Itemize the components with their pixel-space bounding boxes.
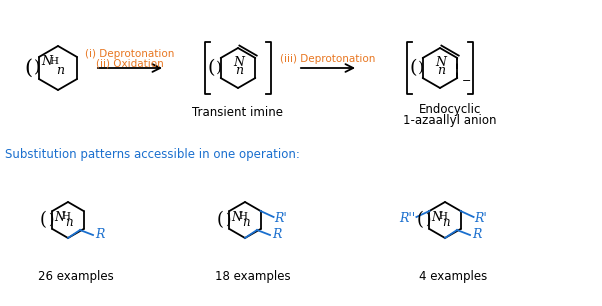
- Text: N: N: [41, 55, 52, 68]
- Text: n: n: [56, 65, 64, 77]
- Text: H: H: [439, 212, 448, 221]
- Text: N: N: [435, 56, 447, 69]
- Text: (: (: [25, 58, 33, 77]
- Text: n: n: [437, 65, 445, 77]
- Text: (ii) Oxidation: (ii) Oxidation: [96, 59, 164, 69]
- Text: R: R: [472, 229, 482, 241]
- Text: Endocyclic: Endocyclic: [419, 103, 481, 116]
- Text: H: H: [239, 212, 247, 221]
- Text: 18 examples: 18 examples: [215, 270, 291, 283]
- Text: (: (: [40, 211, 47, 229]
- Text: R': R': [275, 211, 287, 225]
- Text: ): ): [425, 213, 430, 227]
- Text: R': R': [474, 211, 488, 225]
- Text: N: N: [54, 211, 64, 224]
- Text: (i) Deprotonation: (i) Deprotonation: [85, 49, 175, 59]
- Text: (: (: [217, 211, 224, 229]
- Text: (iii) Deprotonation: (iii) Deprotonation: [281, 54, 376, 64]
- Text: R'': R'': [399, 211, 415, 225]
- Text: n: n: [242, 217, 250, 230]
- Text: ): ): [34, 59, 40, 76]
- Text: (: (: [417, 211, 424, 229]
- Text: 26 examples: 26 examples: [38, 270, 114, 283]
- Text: Transient imine: Transient imine: [193, 106, 284, 119]
- Text: N: N: [234, 56, 244, 69]
- Text: 4 examples: 4 examples: [419, 270, 487, 283]
- Text: H: H: [62, 212, 70, 221]
- Text: Substitution patterns accessible in one operation:: Substitution patterns accessible in one …: [5, 148, 300, 161]
- Text: ): ): [48, 213, 54, 227]
- Text: n: n: [442, 217, 450, 230]
- Text: ): ): [225, 213, 231, 227]
- Text: (: (: [409, 59, 417, 77]
- Text: ): ): [418, 61, 424, 75]
- Text: N: N: [231, 211, 241, 224]
- Text: n: n: [65, 217, 73, 230]
- Text: ): ): [216, 61, 222, 75]
- Text: R: R: [95, 229, 104, 241]
- Text: −: −: [462, 76, 472, 86]
- Text: 1-azaallyl anion: 1-azaallyl anion: [403, 114, 497, 127]
- Text: R: R: [272, 229, 281, 241]
- Text: n: n: [235, 65, 243, 77]
- Text: (: (: [207, 59, 215, 77]
- Text: N: N: [431, 211, 441, 224]
- Text: H: H: [49, 57, 58, 66]
